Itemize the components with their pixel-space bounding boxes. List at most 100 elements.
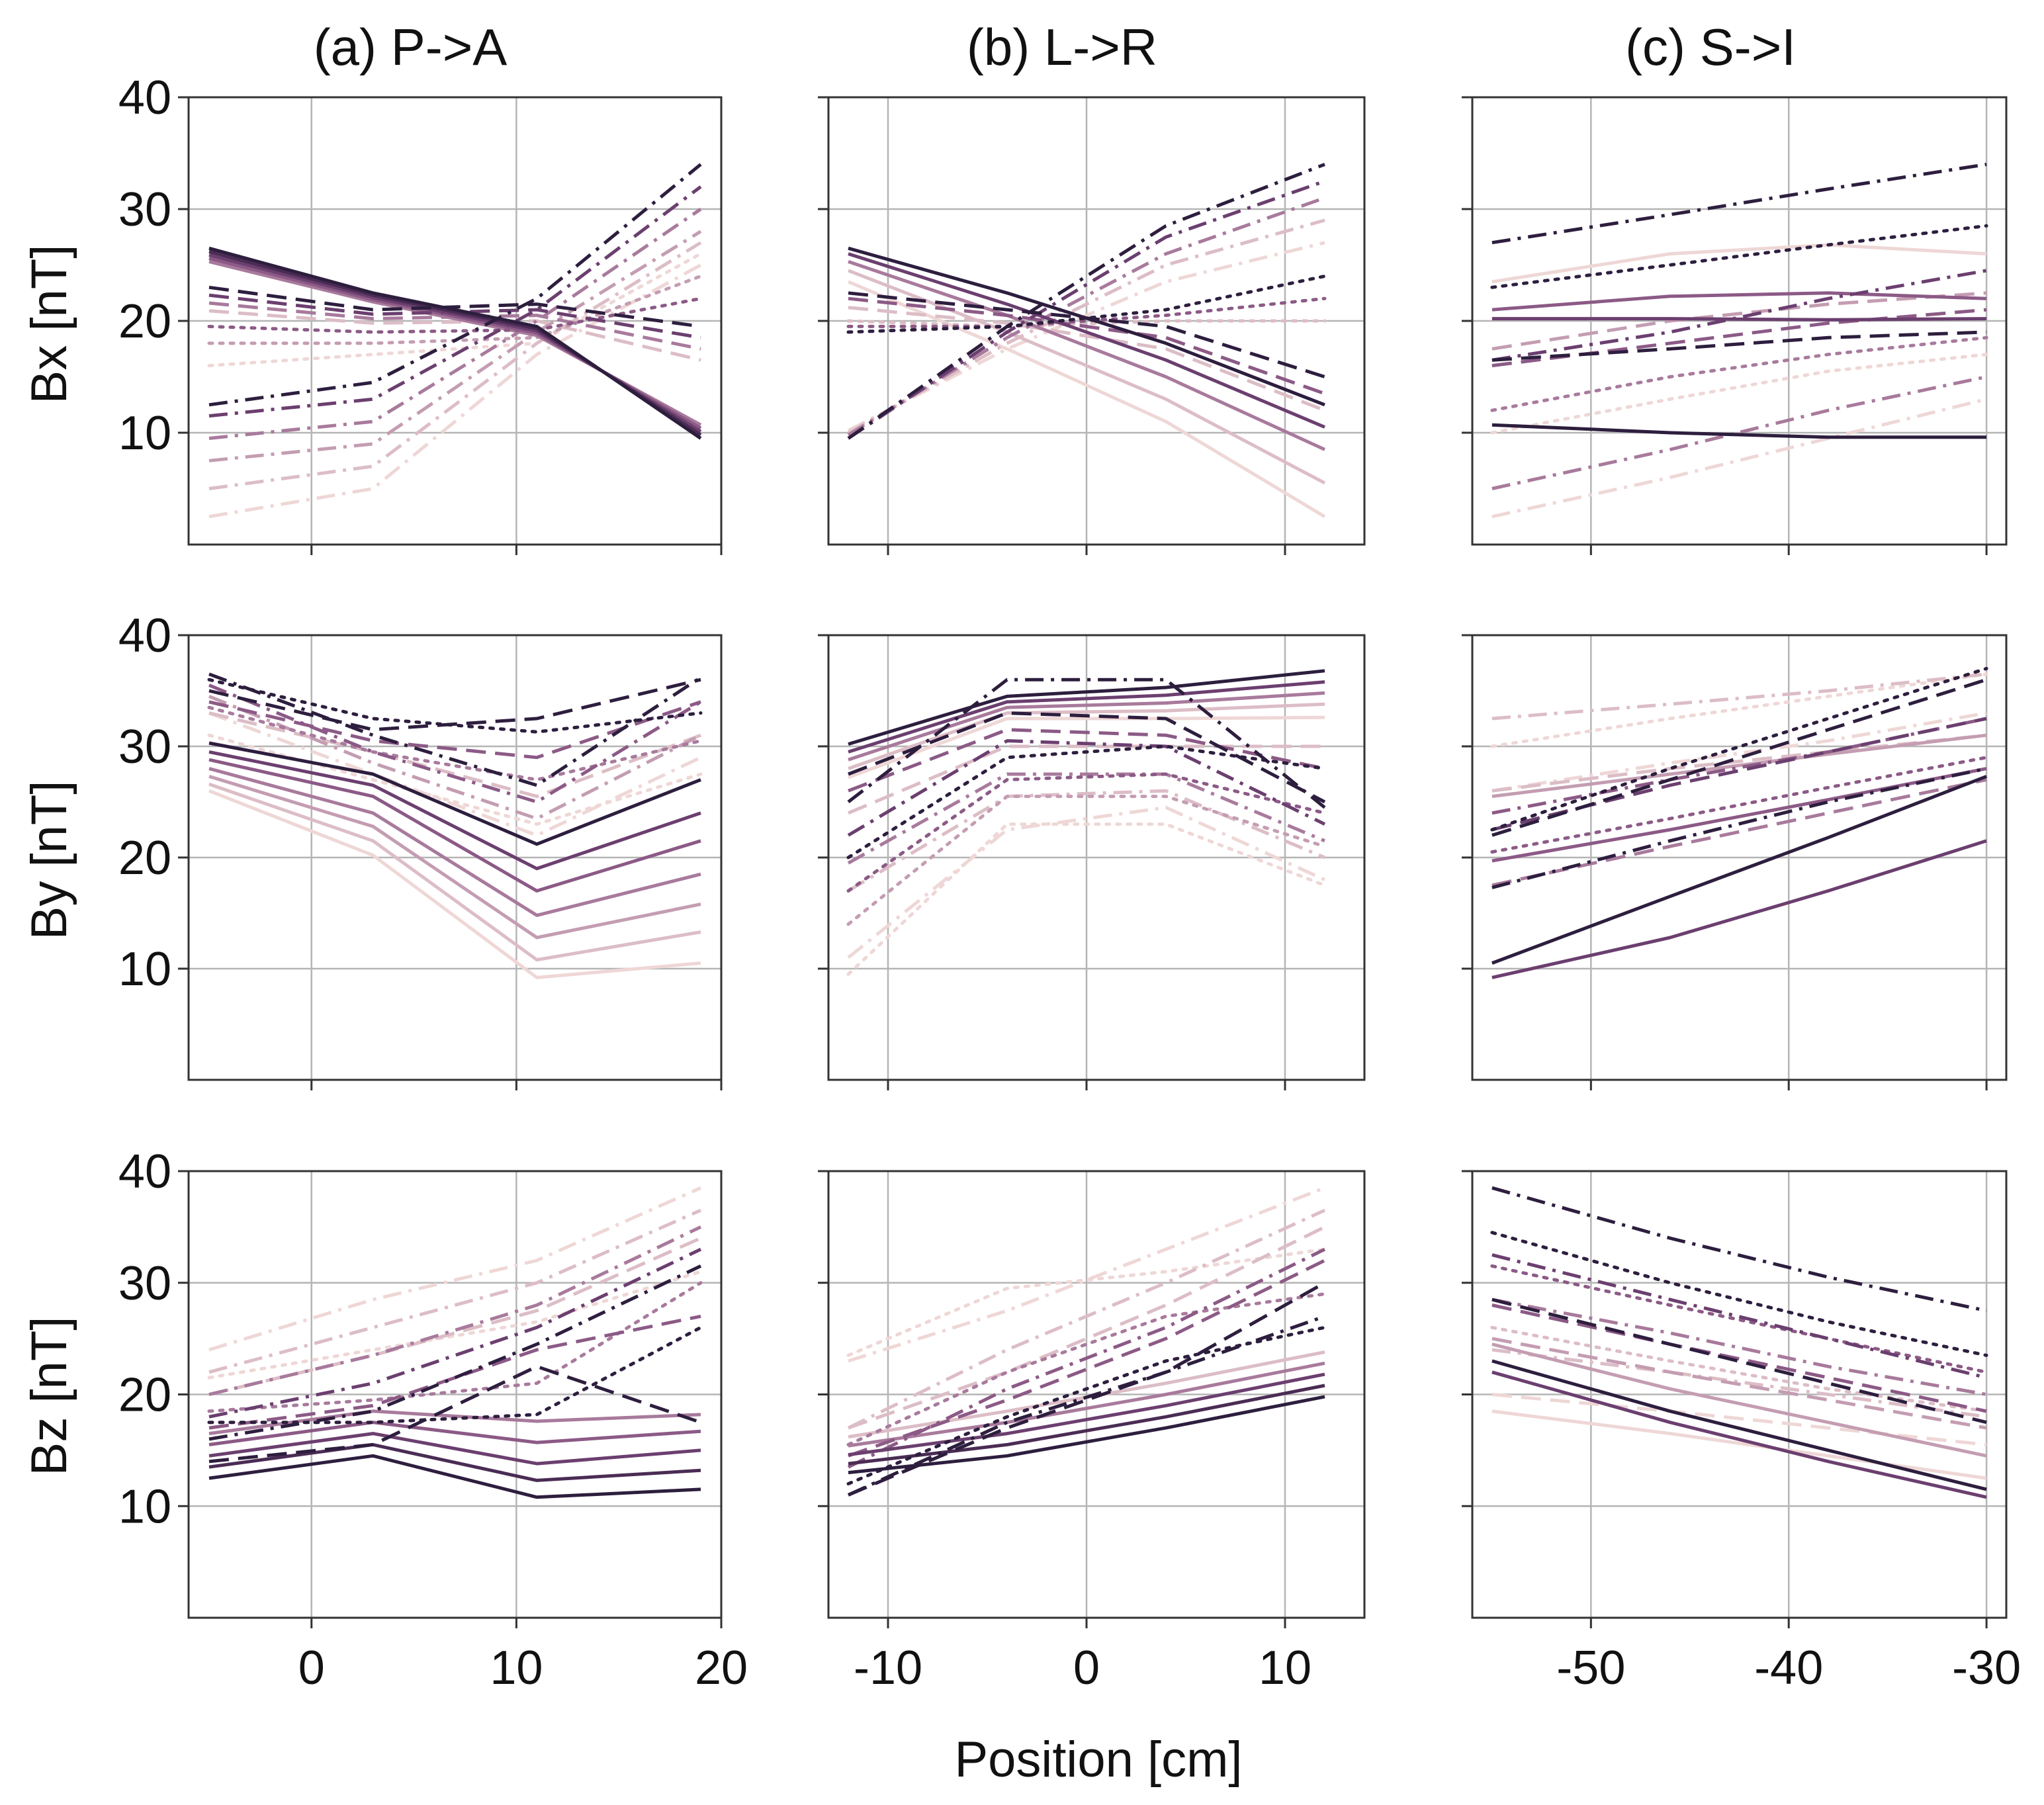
series-line-solid: [848, 280, 1326, 518]
series-line-solid: [848, 669, 1325, 746]
series-line-solid: [848, 715, 1325, 779]
series-line-solid: [1491, 1343, 1987, 1458]
x-tick-label: 10: [1259, 1642, 1311, 1695]
series-line-solid: [208, 1442, 701, 1482]
x-axis-label: Position [cm]: [954, 1732, 1242, 1788]
series-line-solid: [848, 260, 1326, 451]
series-line-dashdot: [208, 683, 702, 804]
series-line-dotted: [207, 1325, 703, 1425]
series-group: [846, 1186, 1327, 1497]
series-group: [1490, 162, 1988, 519]
series-line-solid: [1491, 1359, 1987, 1491]
series-line-dashdot: [1491, 1253, 1987, 1380]
series-line-dashdot: [208, 241, 702, 490]
y-tick-label: 30: [118, 721, 171, 773]
x-tick-label: 20: [695, 1642, 748, 1695]
series-line-dashdot: [1491, 162, 1987, 245]
series-line-dashed: [208, 285, 701, 328]
column-title-a: (a) P->A: [314, 18, 508, 76]
series-line-solid: [208, 767, 701, 917]
series-line-solid: [1491, 1370, 1987, 1499]
series-line-dashdot: [847, 772, 1325, 865]
column-title-c: (c) S->I: [1625, 18, 1796, 76]
series-line-dashdot: [208, 185, 702, 418]
series-line-dashdot: [208, 1186, 702, 1352]
series-line-dashed: [1491, 1298, 1987, 1425]
x-tick-label: 0: [1073, 1642, 1100, 1695]
series-group: [846, 669, 1327, 976]
y-tick-label: 10: [118, 943, 171, 996]
series-line-dotted: [207, 1270, 703, 1380]
series-line-dashed: [848, 291, 1325, 378]
series-line-solid: [208, 758, 701, 893]
subplot-0-0: 10 20 30 40: [118, 71, 723, 555]
series-line-dashdot: [847, 196, 1325, 437]
series-line-dashdot: [208, 207, 702, 440]
y-tick-label: 10: [118, 1480, 171, 1533]
series-line-solid: [208, 1432, 701, 1466]
series-line-dotted: [1490, 353, 1988, 435]
y-tick-label: 40: [118, 609, 171, 662]
series-line-dashdot: [1491, 1348, 1987, 1419]
series-line-dashdot: [208, 672, 702, 787]
series-line-dashed: [848, 728, 1325, 793]
series-line-dotted: [1490, 1231, 1988, 1357]
series-line-dashdot: [847, 1247, 1326, 1469]
subplot-1-0: 10 20 30 40: [118, 609, 723, 1090]
series-line-solid: [1491, 423, 1987, 439]
series-line-solid: [1491, 317, 1987, 322]
series-line-solid: [1491, 839, 1987, 979]
series-line-dotted: [846, 1325, 1327, 1485]
series-line-solid: [208, 775, 701, 940]
series-line-dashed: [208, 309, 701, 362]
x-tick-label: -10: [854, 1642, 922, 1695]
series-line-dashed: [1491, 1303, 1987, 1413]
series-line-solid: [1491, 291, 1987, 312]
series-line-dashed: [848, 1258, 1326, 1458]
series-line-dashdot: [208, 1247, 702, 1419]
series-line-dashdot: [208, 1208, 702, 1374]
series-line-dashdot: [1491, 1186, 1987, 1313]
series-line-dashed: [1491, 777, 1987, 887]
series-line-solid: [208, 1421, 701, 1446]
series-line-dashed: [208, 678, 701, 732]
series-line-dashed: [1491, 1337, 1987, 1430]
series-line-solid: [848, 252, 1325, 429]
series-line-solid: [1491, 1409, 1987, 1480]
series-line-dotted: [846, 795, 1327, 926]
series-line-solid: [848, 691, 1325, 762]
series-line-dashed: [848, 711, 1326, 804]
series-line-dashdot: [1491, 375, 1987, 490]
series-line-dotted: [1490, 1264, 1988, 1374]
series-line-dashdot: [847, 739, 1326, 837]
series-line-solid: [848, 1372, 1325, 1457]
series-line-dashdot: [847, 179, 1325, 440]
series-line-dashdot: [847, 678, 1326, 809]
series-line-solid: [848, 1361, 1325, 1448]
subplot-0-2: [1462, 96, 2008, 555]
series-line-dashdot: [208, 163, 702, 407]
y-tick-label: 30: [118, 1257, 171, 1310]
series-line-dotted: [1490, 756, 1988, 854]
series-line-dashdot: [1491, 711, 1987, 793]
series-line-solid: [1491, 733, 1987, 799]
x-tick-label: -40: [1754, 1642, 1823, 1695]
x-tick-label: 10: [490, 1642, 543, 1695]
series-line-solid: [1491, 243, 1987, 284]
subplot-1-1: [818, 634, 1366, 1090]
series-line-dashed: [1491, 330, 1987, 362]
y-tick-label: 40: [118, 71, 171, 124]
y-tick-label: 20: [118, 295, 171, 348]
series-line-solid: [848, 269, 1326, 485]
y-tick-label: 30: [118, 183, 171, 236]
y-tick-label: 40: [118, 1145, 171, 1198]
series-line-dashdot: [1491, 767, 1987, 889]
row-ylabel-bx: Bx [nT]: [21, 245, 77, 404]
series-line-dashdot: [1491, 1298, 1987, 1396]
series-line-solid: [208, 246, 702, 440]
series-line-dashed: [848, 296, 1325, 396]
row-ylabel-bz: Bz [nT]: [21, 1317, 77, 1476]
series-line-dashdot: [848, 1186, 1325, 1363]
subplot-1-2: [1462, 634, 2008, 1090]
series-line-dashed: [848, 744, 1325, 815]
